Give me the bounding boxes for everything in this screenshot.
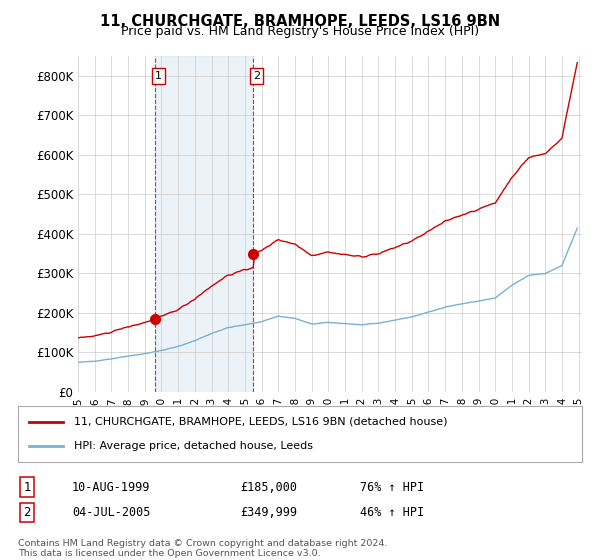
Text: Price paid vs. HM Land Registry's House Price Index (HPI): Price paid vs. HM Land Registry's House … [121, 25, 479, 38]
Text: 11, CHURCHGATE, BRAMHOPE, LEEDS, LS16 9BN (detached house): 11, CHURCHGATE, BRAMHOPE, LEEDS, LS16 9B… [74, 417, 448, 427]
Text: £185,000: £185,000 [240, 480, 297, 494]
Text: Contains HM Land Registry data © Crown copyright and database right 2024.
This d: Contains HM Land Registry data © Crown c… [18, 539, 388, 558]
Text: HPI: Average price, detached house, Leeds: HPI: Average price, detached house, Leed… [74, 441, 313, 451]
Bar [155, 56, 253, 392]
Text: 46% ↑ HPI: 46% ↑ HPI [360, 506, 424, 519]
Text: 2: 2 [253, 71, 260, 81]
Text: 11, CHURCHGATE, BRAMHOPE, LEEDS, LS16 9BN: 11, CHURCHGATE, BRAMHOPE, LEEDS, LS16 9B… [100, 14, 500, 29]
Text: 76% ↑ HPI: 76% ↑ HPI [360, 480, 424, 494]
Text: 1: 1 [155, 71, 162, 81]
Text: 2: 2 [23, 506, 31, 519]
Text: 04-JUL-2005: 04-JUL-2005 [72, 506, 151, 519]
Text: 10-AUG-1999: 10-AUG-1999 [72, 480, 151, 494]
Text: £349,999: £349,999 [240, 506, 297, 519]
Text: 1: 1 [23, 480, 31, 494]
